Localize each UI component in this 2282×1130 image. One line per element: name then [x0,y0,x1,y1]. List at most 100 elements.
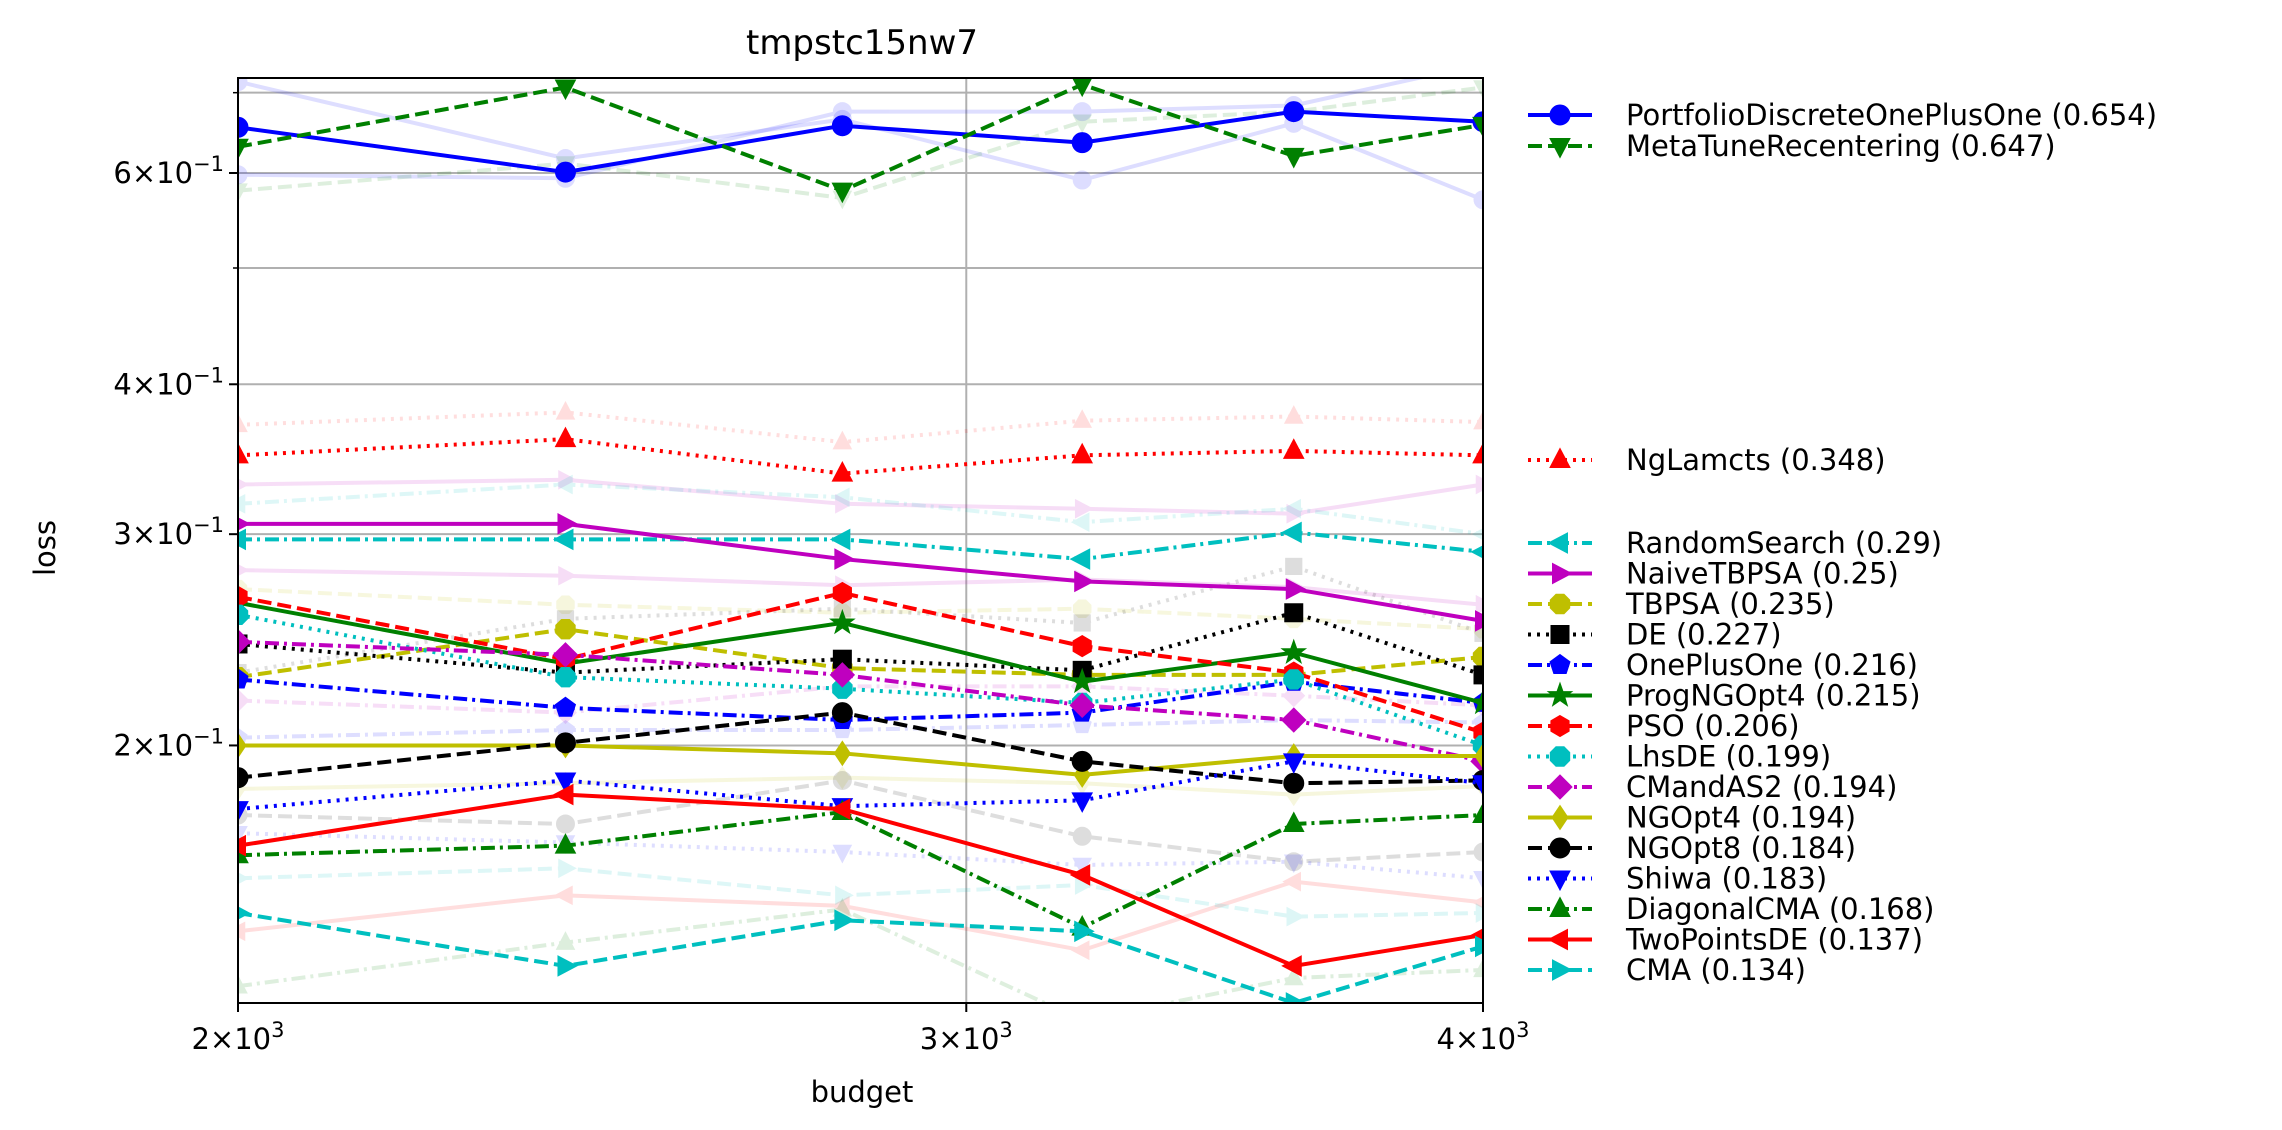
legend-marker [1549,837,1571,859]
data-point [555,618,576,640]
data-point [1281,707,1307,733]
legend-item: TBPSA (0.235) [1528,587,1835,621]
data-point [1469,688,1483,715]
data-point [555,814,575,834]
data-point [1069,548,1091,570]
data-point [238,629,251,655]
data-point [1473,190,1483,210]
data-point [238,906,251,920]
data-point [238,604,249,625]
legend-item: TwoPointsDE (0.137) [1528,923,1923,957]
series [238,78,1483,204]
series-line [238,477,1483,516]
data-point [238,138,249,160]
legend-item: OnePlusOne (0.216) [1528,648,1918,682]
data-point [238,165,248,185]
y-axis: 2×10−13×10−14×10−16×10−1 [113,91,238,762]
data-point [1475,935,1483,958]
series-line [238,530,1483,562]
legend-marker [1549,896,1571,917]
legend-item: NGOpt4 (0.194) [1528,801,1856,835]
series-group [238,78,1483,1003]
legend-label: NGOpt8 (0.184) [1626,831,1856,865]
data-point [832,581,852,605]
series-line [238,410,1483,445]
data-point [1071,792,1094,813]
x-tick-label: 3×103 [920,1018,1013,1056]
data-point [1473,665,1483,685]
legend-label: Shiwa (0.183) [1626,862,1827,896]
series [238,906,1483,1003]
series [238,581,1483,744]
faded-series [238,858,1483,927]
data-point [558,858,577,879]
series-line [238,775,1483,797]
data-point [238,183,248,203]
legend-marker [1549,746,1571,767]
data-point [829,608,856,635]
data-point [1473,80,1483,99]
data-point [1282,147,1305,169]
data-point [552,528,574,551]
series-line [238,710,1483,786]
data-point [1071,442,1094,464]
data-point [1472,116,1483,138]
legend-item: DE (0.227) [1528,618,1782,652]
legend-label: PortfolioDiscreteOnePlusOne (0.654) [1626,98,2157,132]
data-point [557,955,579,977]
data-point [238,668,249,689]
data-point [238,517,251,531]
data-point [1281,521,1302,544]
series-line [238,79,1483,202]
data-point [1286,503,1306,524]
legend: PortfolioDiscreteOnePlusOne (0.654)MetaT… [1528,98,2157,987]
data-point [832,770,852,790]
legend-label: TwoPointsDE (0.137) [1625,923,1923,957]
data-point [238,116,249,138]
series-line [238,82,1483,193]
data-point [238,78,248,92]
faded-series [238,400,1483,450]
data-point [238,493,246,514]
data-point [552,642,579,668]
data-point [238,872,250,885]
data-point [1073,614,1091,632]
data-point [238,478,250,491]
series-line [238,482,1483,537]
legend-label: NgLamcts (0.348) [1626,443,1886,477]
legend-marker [1550,625,1570,644]
data-point [829,662,856,688]
faded-series [238,871,1483,961]
legend-label: ProgNGOpt4 (0.215) [1626,679,1921,713]
legend-marker [1549,593,1571,615]
legend-label: DE (0.227) [1626,618,1782,652]
data-point [1285,992,1307,1003]
chart-title: tmpstc15nw7 [746,23,978,63]
data-point [554,833,577,854]
data-point [829,798,851,820]
data-point [1472,802,1483,824]
data-point [1283,101,1305,123]
series-line [238,564,1483,675]
data-point [238,564,250,577]
faded-series [238,469,1483,524]
series [238,783,1483,977]
legend-item: NGOpt8 (0.184) [1528,831,1856,865]
data-point [832,430,853,450]
x-tick-label: 2×103 [191,1018,284,1056]
faded-series [238,579,1483,639]
data-point [1473,842,1483,862]
legend-item: MetaTuneRecentering (0.647) [1528,129,2056,163]
legend-item: NgLamcts (0.348) [1528,443,1886,477]
data-point [1282,871,1302,892]
data-point [1474,624,1483,642]
series [238,629,1483,775]
data-point [835,493,854,514]
series-line [238,911,1483,1003]
data-point [556,595,575,614]
legend-marker [1549,138,1571,159]
series-line [238,627,1483,680]
data-point [1068,667,1096,694]
legend-label: TBPSA (0.235) [1625,587,1835,621]
data-point [1282,438,1305,459]
